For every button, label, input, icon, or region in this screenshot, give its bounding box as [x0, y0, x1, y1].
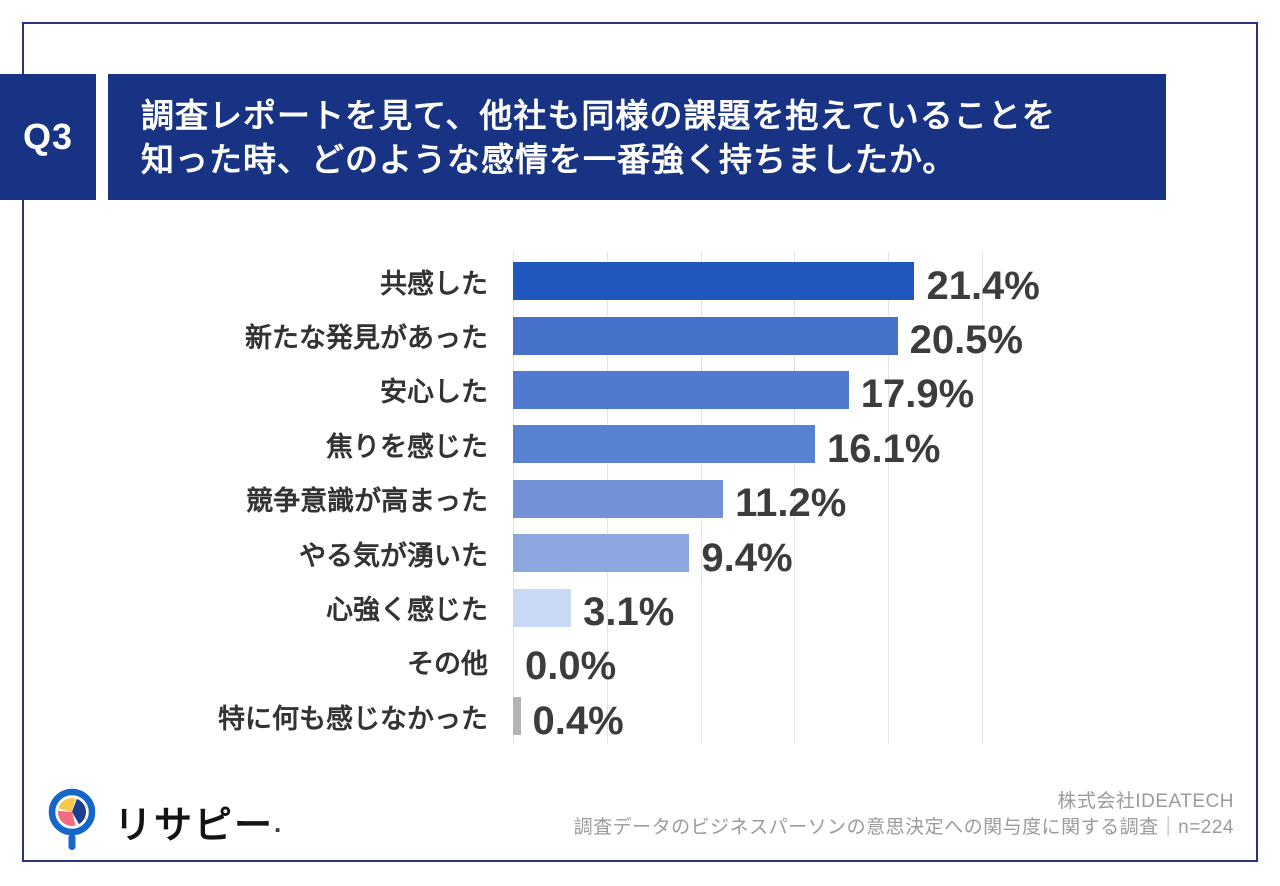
bar [513, 316, 898, 355]
gridline-20pct [888, 252, 890, 744]
bar [513, 479, 724, 518]
survey-caption: 調査データのビジネスパーソンの意思決定への関与度に関する調査｜n=224 [573, 817, 1234, 838]
value-label: 16.1% [827, 426, 941, 471]
bar-track: 3.1% [513, 588, 1250, 634]
gridline-25pct [982, 252, 983, 744]
brand-logo-mark: . [274, 808, 282, 838]
brand-logo-text: リサピー [114, 805, 275, 847]
chart-row: 新たな発見があった 20.5% [0, 308, 1250, 362]
gridline-15pct [794, 252, 796, 744]
category-label: やる気が湧いた [299, 540, 488, 571]
bar [513, 697, 521, 736]
category-label: 安心した [380, 377, 488, 408]
value-label: 11.2% [735, 481, 847, 526]
chart-row: 心強く感じた 3.1% [0, 580, 1250, 634]
category-label: その他 [407, 649, 488, 680]
bar [513, 262, 915, 301]
brand-logo: リサピー . [42, 786, 281, 852]
chart-row: やる気が湧いた 9.4% [0, 526, 1250, 580]
chart-row: 競争意識が高まった 11.2% [0, 472, 1250, 526]
question-banner: 調査レポートを見て、他社も同様の課題を抱えていることを 知った時、どのような感情… [108, 74, 1166, 200]
chart-row: 特に何も感じなかった 0.4% [0, 689, 1250, 743]
chart-row: 安心した 17.9% [0, 363, 1250, 417]
value-label: 0.4% [532, 698, 624, 743]
border-frame [22, 22, 1258, 862]
chart-row: その他 0.0% [0, 635, 1250, 689]
chart-row: 焦りを感じた 16.1% [0, 417, 1250, 471]
value-label: 0.0% [525, 644, 617, 689]
question-badge: Q3 [0, 74, 96, 200]
question-line-2: 知った時、どのような感情を一番強く持ちましたか。 [141, 141, 957, 178]
bar [513, 370, 849, 409]
bar-track: 0.0% [513, 643, 1250, 688]
value-label: 21.4% [926, 263, 1040, 308]
category-label: 焦りを感じた [326, 431, 488, 462]
bar-track: 9.4% [513, 534, 1250, 580]
question-badge-label: Q3 [22, 116, 74, 157]
footer-credit: 株式会社IDEATECH 調査データのビジネスパーソンの意思決定への関与度に関す… [574, 789, 1234, 841]
bar-track: 11.2% [513, 479, 1250, 525]
bar [513, 534, 690, 573]
bar-chart: 共感した 21.4% 新たな発見があった 20.5% 安心した 17.9% 焦りを感じた 16… [0, 254, 1250, 744]
chart-row: 共感した 21.4% [0, 254, 1250, 308]
value-label: 20.5% [909, 318, 1023, 363]
category-label: 競争意識が高まった [246, 486, 488, 517]
magnifier-pie-icon [48, 788, 96, 850]
bar-track: 17.9% [513, 370, 1250, 416]
question-line-1: 調査レポートを見て、他社も同様の課題を抱えていることを [141, 97, 1056, 134]
category-label: 心強く感じた [326, 595, 488, 626]
company-name: 株式会社IDEATECH [1057, 791, 1234, 812]
value-label: 17.9% [860, 372, 975, 417]
category-label: 共感した [380, 268, 488, 299]
bar-track: 20.5% [513, 316, 1250, 362]
bar [513, 588, 572, 627]
bar-track: 21.4% [513, 262, 1250, 308]
value-label: 9.4% [701, 535, 793, 580]
bar-track: 0.4% [513, 697, 1250, 743]
value-label: 3.1% [583, 590, 675, 635]
bar-track: 16.1% [513, 425, 1250, 471]
category-label: 新たな発見があった [245, 323, 488, 354]
category-label: 特に何も感じなかった [218, 703, 488, 734]
bar [513, 425, 816, 464]
